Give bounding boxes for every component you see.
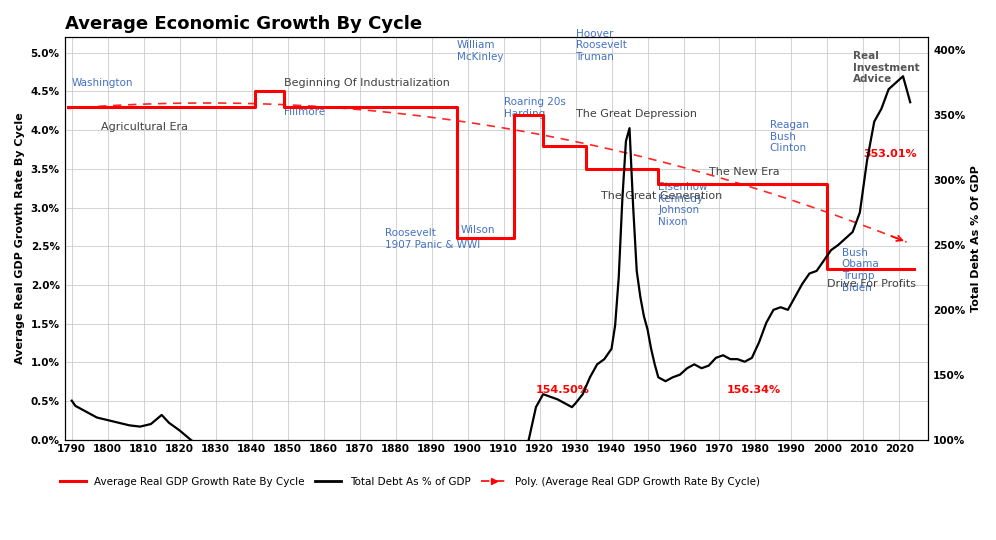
Text: The New Era: The New Era <box>709 166 779 177</box>
Text: Reagan
Bush
Clinton: Reagan Bush Clinton <box>770 120 809 153</box>
Text: The Great Generation: The Great Generation <box>601 191 722 201</box>
Text: Real
Investment
Advice: Real Investment Advice <box>853 51 919 84</box>
Text: 353.01%: 353.01% <box>864 149 917 159</box>
Text: Wilson: Wilson <box>460 225 495 234</box>
Text: Hoover
Roosevelt
Truman: Hoover Roosevelt Truman <box>576 29 626 62</box>
Y-axis label: Total Debt As % Of GDP: Total Debt As % Of GDP <box>971 165 981 312</box>
Text: The Great Depression: The Great Depression <box>576 109 696 119</box>
Text: Agricultural Era: Agricultural Era <box>101 122 187 132</box>
Text: Eisenhow
Kennedy
Johnson
Nixon: Eisenhow Kennedy Johnson Nixon <box>658 182 708 227</box>
Text: Average Economic Growth By Cycle: Average Economic Growth By Cycle <box>65 15 421 33</box>
Text: Washington: Washington <box>72 78 133 87</box>
Text: 154.50%: 154.50% <box>536 385 590 395</box>
Text: William
McKinley: William McKinley <box>457 40 503 62</box>
Text: Roosevelt
1907 Panic & WWI: Roosevelt 1907 Panic & WWI <box>384 228 480 250</box>
Text: Fillmore: Fillmore <box>284 107 325 117</box>
Text: Bush
Obama
Trump
Biden: Bush Obama Trump Biden <box>842 248 879 293</box>
Text: Drive For Profits: Drive For Profits <box>828 279 916 289</box>
Text: 156.34%: 156.34% <box>727 385 781 395</box>
Legend: Average Real GDP Growth Rate By Cycle, Total Debt As % of GDP, Poly. (Average Re: Average Real GDP Growth Rate By Cycle, T… <box>56 472 764 491</box>
Text: Beginning Of Industrialization: Beginning Of Industrialization <box>284 78 450 87</box>
Text: Roaring 20s
Harding: Roaring 20s Harding <box>504 97 566 119</box>
Y-axis label: Average Real GDP Growth Rate By Cycle: Average Real GDP Growth Rate By Cycle <box>15 113 25 365</box>
